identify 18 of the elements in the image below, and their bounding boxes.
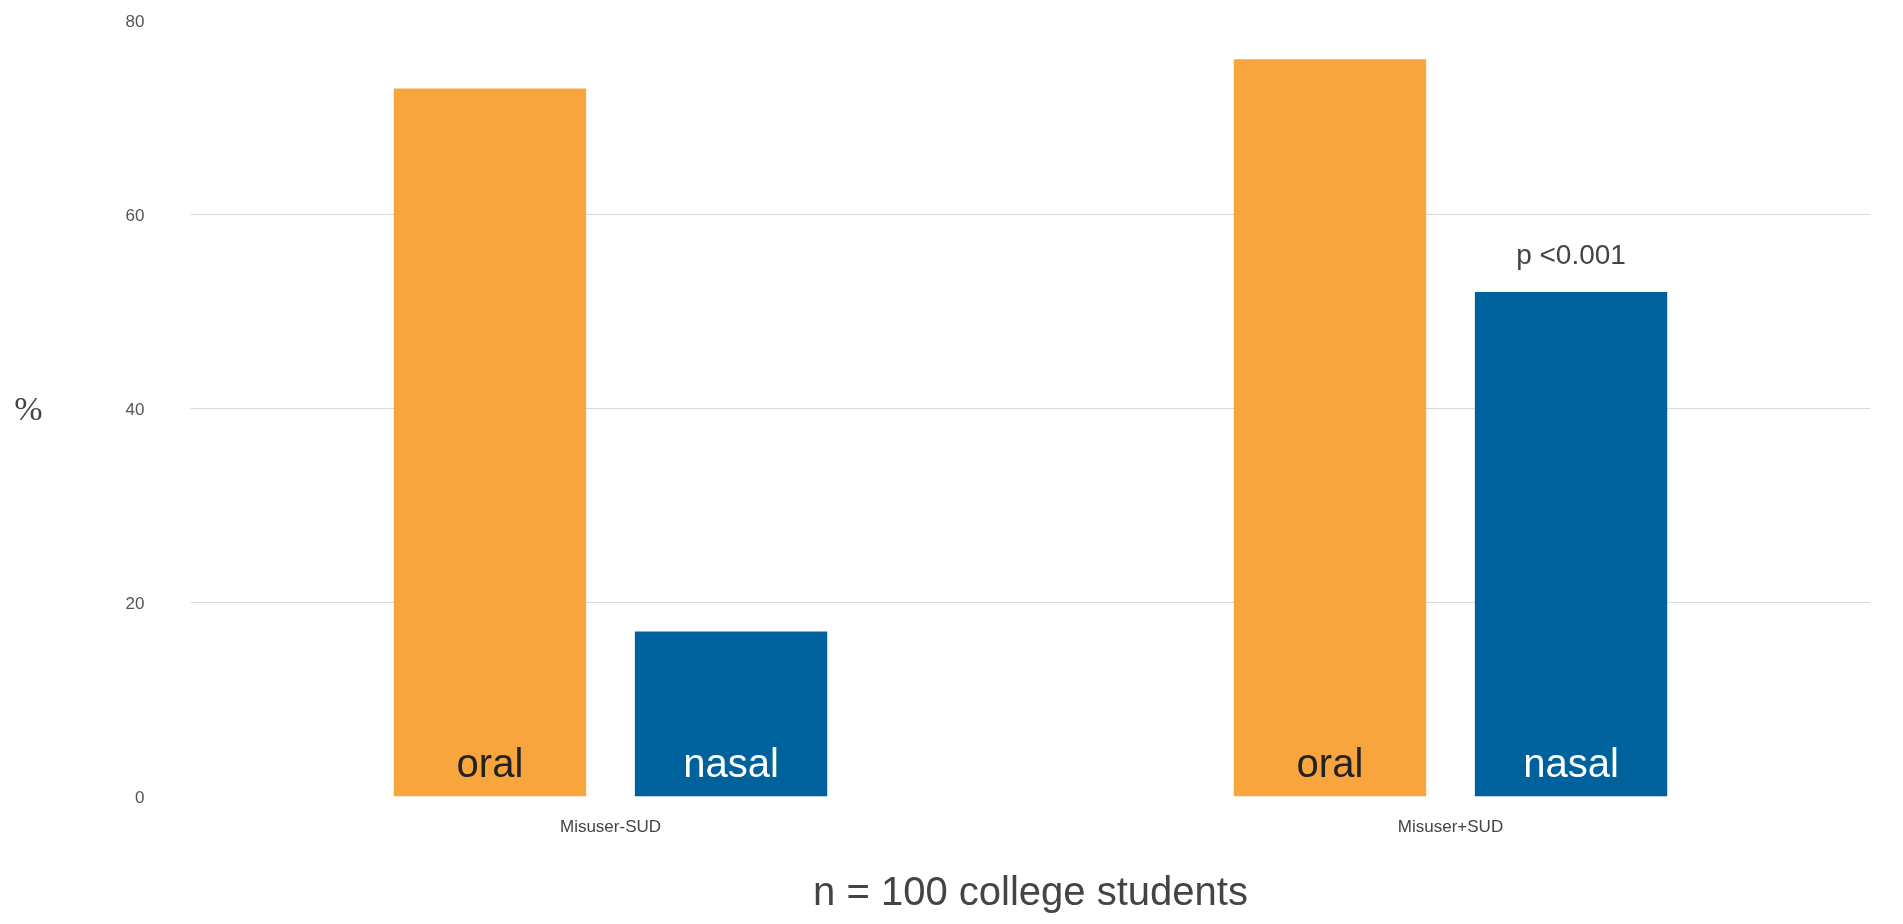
annotation: p <0.001	[1516, 239, 1626, 271]
y-tick-label: 80	[125, 11, 145, 31]
text: nasal	[1523, 740, 1619, 785]
bar	[1233, 59, 1427, 797]
y-tick-label: 20	[125, 593, 145, 613]
y-tick-label: 60	[125, 205, 145, 225]
series-label: oral	[456, 740, 524, 785]
x-axis-title: n = 100 college students	[813, 868, 1248, 913]
y-axis-title: %	[14, 390, 43, 427]
x-tick-label: Misuser-SUD	[559, 816, 662, 836]
bar	[1474, 292, 1668, 797]
y-tick-label: 0	[135, 787, 145, 807]
text: oral	[1296, 740, 1364, 785]
bar	[634, 631, 828, 797]
x-tick-label: Misuser+SUD	[1397, 816, 1504, 836]
y-tick-label: 40	[125, 399, 145, 419]
bar	[393, 88, 587, 797]
series-label: nasal	[683, 740, 779, 785]
